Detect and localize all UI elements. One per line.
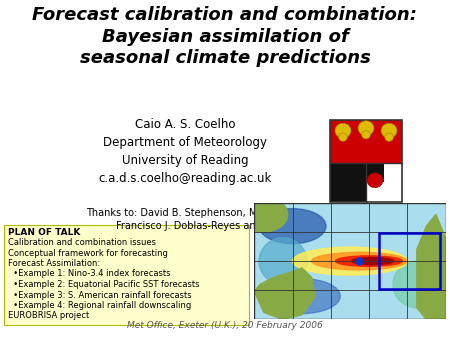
Text: Met Office, Exeter (U.K.), 20 February 2006: Met Office, Exeter (U.K.), 20 February 2… bbox=[127, 321, 323, 330]
Text: Conceptual framework for forecasting: Conceptual framework for forecasting bbox=[8, 248, 168, 258]
Text: Caio A. S. Coelho
Department of Meteorology
University of Reading
c.a.d.s.coelho: Caio A. S. Coelho Department of Meteorol… bbox=[98, 118, 272, 185]
Ellipse shape bbox=[311, 252, 407, 270]
Bar bbox=[384, 182, 402, 202]
Ellipse shape bbox=[264, 279, 340, 314]
Bar bbox=[330, 120, 402, 202]
Bar bbox=[330, 120, 402, 163]
Text: PLAN OF TALK: PLAN OF TALK bbox=[8, 228, 81, 237]
Ellipse shape bbox=[336, 256, 402, 266]
Ellipse shape bbox=[381, 123, 397, 138]
Ellipse shape bbox=[259, 209, 326, 244]
Ellipse shape bbox=[358, 121, 374, 136]
Text: •Example 3: S. American rainfall forecasts: •Example 3: S. American rainfall forecas… bbox=[8, 290, 192, 299]
Ellipse shape bbox=[367, 173, 383, 188]
Polygon shape bbox=[254, 268, 315, 319]
Ellipse shape bbox=[292, 247, 407, 275]
Bar bbox=[366, 163, 402, 202]
Ellipse shape bbox=[385, 133, 393, 141]
Text: EUROBRISA project: EUROBRISA project bbox=[8, 312, 89, 320]
Text: Forecast Assimilation:: Forecast Assimilation: bbox=[8, 259, 100, 268]
Ellipse shape bbox=[259, 238, 307, 285]
Text: Thanks to: David B. Stephenson, Magdalena Balmaseda,
Francisco J. Doblas-Reyes a: Thanks to: David B. Stephenson, Magdalen… bbox=[86, 208, 364, 231]
Bar bbox=[366, 163, 384, 182]
Text: •Example 2: Equatorial Pacific SST forecasts: •Example 2: Equatorial Pacific SST forec… bbox=[8, 280, 199, 289]
Ellipse shape bbox=[362, 131, 370, 139]
Ellipse shape bbox=[352, 258, 394, 265]
Bar bbox=[4, 225, 249, 325]
Ellipse shape bbox=[339, 133, 347, 141]
Ellipse shape bbox=[240, 197, 288, 232]
Ellipse shape bbox=[393, 261, 441, 308]
Bar bbox=[330, 163, 366, 202]
Ellipse shape bbox=[335, 123, 351, 138]
Text: Calibration and combination issues: Calibration and combination issues bbox=[8, 238, 156, 247]
Bar bbox=[378, 233, 440, 289]
Polygon shape bbox=[417, 215, 446, 319]
Text: •Example 4: Regional rainfall downscaling: •Example 4: Regional rainfall downscalin… bbox=[8, 301, 191, 310]
Text: •Example 1: Nino-3.4 index forecasts: •Example 1: Nino-3.4 index forecasts bbox=[8, 269, 171, 279]
Text: Forecast calibration and combination:
Bayesian assimilation of
seasonal climate : Forecast calibration and combination: Ba… bbox=[32, 6, 418, 67]
